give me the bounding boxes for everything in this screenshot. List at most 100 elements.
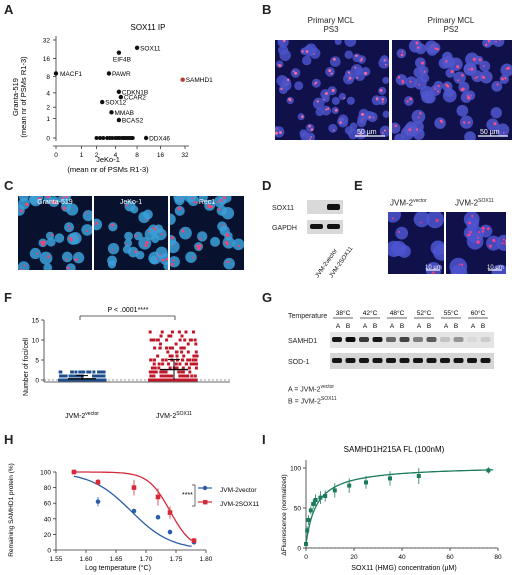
cell-focus [450,70,454,74]
cell-focus [62,206,66,210]
panel-f-dot-vector [94,374,98,378]
panel-f-dot-vector [69,374,73,378]
panel-f-dot-sox11 [166,374,170,378]
cell-focus [111,249,113,252]
cell-nucleus [465,52,479,67]
cell-nucleus [170,213,176,226]
panel-f-dot-vector [58,378,62,382]
cell-nucleus [300,131,311,140]
panel-h-point-sox11 [95,479,101,485]
cell-focus [391,217,394,220]
panel-f-dot-sox11 [191,362,195,366]
panel-f-dot-sox11 [158,342,162,346]
cell-focus [467,234,470,237]
panel-f-dot-vector [62,374,66,378]
cell-focus [461,74,464,77]
cell-focus [310,128,314,131]
panel-a-xtick-label: 8 [135,152,139,159]
cell-focus [196,245,199,248]
panel-g-temp-label: 52°C [417,309,432,317]
panel-f-dot-vector [96,374,100,378]
panel-f-dot-sox11 [178,378,182,382]
cell-focus [308,124,311,128]
cell-nucleus [150,234,160,244]
cell-focus [54,201,57,205]
panel-f-group-vector: JVM-2vector [65,411,99,420]
cell-focus [343,97,345,99]
cell-focus [415,41,419,45]
panel-f-dot-vector [64,378,68,382]
panel-a-point-samhd1 [180,77,185,82]
panel-a-ytick-label: 2 [46,105,50,112]
panel-e-right-sup: SOX11 [478,198,494,204]
cell-focus [482,76,486,79]
cell-nucleus [62,196,72,202]
cell-focus [382,131,384,134]
panel-h-point-vector [155,514,161,520]
panel-f-dot-sox11 [194,342,198,346]
panel-f-dot-sox11 [188,358,192,362]
panel-h-legend-marker-vector [202,485,208,491]
cell-focus [439,119,443,123]
panel-h-ytick-label: 40 [44,516,52,523]
cell-nucleus [344,50,354,60]
panel-f-dot-vector [73,374,77,378]
cell-nucleus [275,60,284,68]
cell-focus [293,70,295,73]
panel-a-xtick-label: 1 [80,152,84,159]
panel-h-ylabel: Remaining SAMHD1 protein (%) [8,463,15,557]
panel-f-dot-sox11 [161,358,165,362]
cell-focus [453,273,456,274]
cell-nucleus [46,237,56,247]
blot-g-sod1-band [332,358,342,363]
micrograph-jvm2-sox11 [446,212,506,274]
cell-nucleus [124,239,133,248]
cell-focus [471,214,474,218]
cell-focus [199,237,202,240]
blot-d-band-gapdh-1 [310,224,323,229]
panel-f-dot-sox11 [170,354,174,358]
cell-focus [227,235,230,237]
panel-f-dot-sox11 [167,334,171,338]
panel-f-dot-vector [68,378,72,382]
cell-focus [507,66,510,70]
panel-c-label-rec1: Rec1 [198,199,216,206]
cell-nucleus [361,67,371,77]
panel-f-dot-sox11 [164,374,168,378]
panel-h-point-sox11 [155,494,161,500]
panel-h-ytick-label: 0 [47,548,51,555]
panel-g-temp-label: 42°C [363,309,378,317]
cell-focus [160,233,163,236]
cell-nucleus [388,212,402,223]
panel-g-lane-label: B [427,323,431,330]
panel-a-point-bcas2 [116,117,122,123]
panel-f-dot-sox11 [170,330,174,334]
cell-focus [301,115,304,119]
panel-a-point-zero [101,136,106,140]
cell-nucleus [395,74,408,86]
panel-f-dot-sox11 [180,346,184,350]
panel-f-dot-sox11 [180,370,184,374]
panel-a-xtick-label: 0 [54,152,58,159]
panel-g-lane-label: A [363,323,368,330]
cell-focus [437,90,440,93]
panel-e-right-name: JVM-2 [455,198,479,208]
panel-f-dot-sox11 [190,374,194,378]
cell-focus [487,40,490,41]
cell-focus [379,88,383,92]
cell-focus [134,250,137,254]
panel-f-dot-sox11 [194,366,198,370]
panel-g-lane-label: B [481,323,485,330]
cell-nucleus [217,221,228,232]
panel-a-ytick-label: 4 [46,90,50,97]
cell-nucleus [155,246,168,259]
cell-focus [192,256,195,259]
cell-nucleus [445,68,455,78]
cell-focus [237,244,240,247]
panel-a-point-label-mmab: MMAB [114,110,134,117]
panel-f-dot-sox11 [193,374,197,378]
blot-d-label-sox11: SOX11 [272,205,295,212]
panel-f-dot-sox11 [163,370,167,374]
cell-nucleus [67,232,79,245]
panel-f-dot-vector [92,370,96,374]
